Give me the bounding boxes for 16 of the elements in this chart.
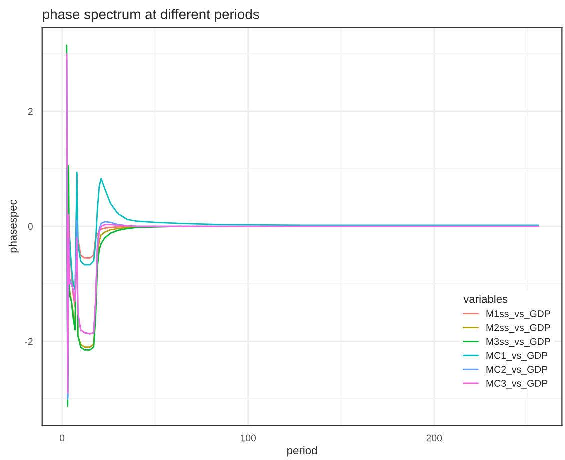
legend-label: MC1_vs_GDP [486, 352, 548, 361]
y-tick-label: 0 [28, 223, 33, 230]
y-axis-title: phasespec [8, 200, 20, 253]
x-tick-label: 200 [426, 434, 442, 442]
legend-label: M3ss_vs_GDP [486, 338, 550, 348]
legend-label: M2ss_vs_GDP [486, 324, 550, 334]
x-axis-title: period [288, 446, 318, 457]
chart-title: phase spectrum at different periods [43, 9, 260, 22]
x-tick-label: 0 [60, 434, 65, 442]
x-tick-label: 100 [240, 434, 256, 442]
legend-label: MC3_vs_GDP [486, 380, 548, 389]
y-tick-label: -2 [25, 338, 33, 346]
legend-label: MC2_vs_GDP [486, 366, 548, 375]
y-tick-label: 2 [28, 108, 33, 116]
legend-label: M1ss_vs_GDP [486, 310, 550, 320]
legend-title: variables [464, 294, 508, 304]
